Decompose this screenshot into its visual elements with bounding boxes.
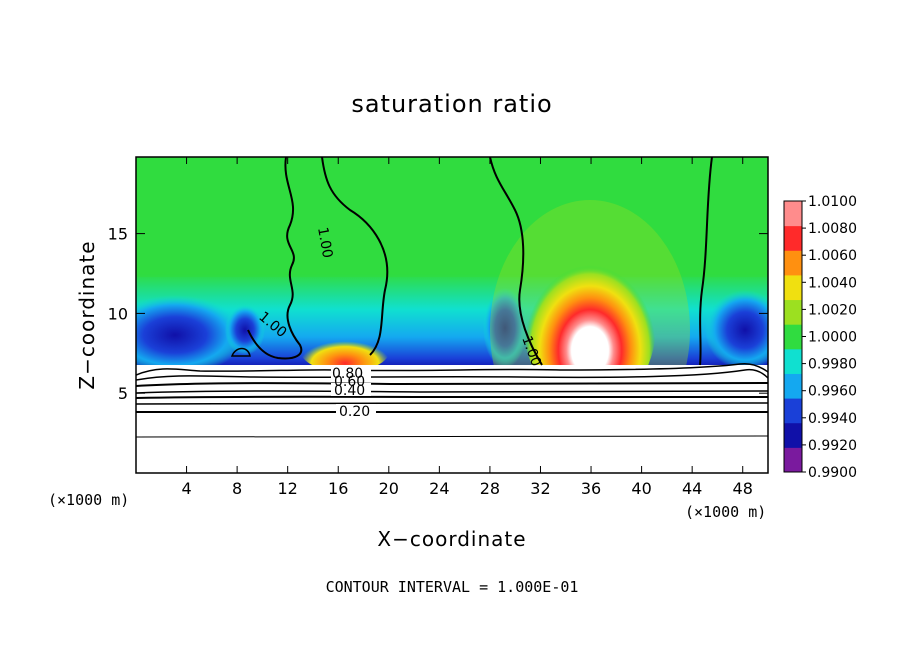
contour-label-1: 1.00 bbox=[314, 226, 335, 259]
contour-0.60 bbox=[136, 382, 768, 387]
contour-label-4: 0.80 bbox=[332, 366, 363, 382]
colorbar-label-1: 0.9920 bbox=[808, 438, 857, 454]
x-tick-label-3: 16 bbox=[328, 479, 348, 498]
colorbar-swatch-8 bbox=[784, 250, 802, 276]
y-tick-label-2: 15 bbox=[108, 225, 128, 244]
warm-cell-left bbox=[300, 328, 390, 372]
colorbar-label-10: 1.0100 bbox=[808, 194, 857, 210]
colorbar-swatch-4 bbox=[784, 348, 802, 374]
contour-0.30 bbox=[136, 402, 768, 405]
plot-area bbox=[136, 157, 768, 473]
x-tick-label-5: 24 bbox=[429, 479, 449, 498]
contour-1.00-a bbox=[247, 157, 303, 360]
blue-cell-far-right bbox=[705, 290, 768, 370]
colorbar-label-0: 0.9900 bbox=[808, 465, 857, 481]
colorbar-label-4: 0.9980 bbox=[808, 357, 857, 373]
colorbar: 0.9900 0.9920 0.9940 0.9960 0.9980 1.0000 1.00… bbox=[783, 194, 857, 481]
x-tick-label-6: 28 bbox=[480, 479, 500, 498]
contour-label-5: 0.60 bbox=[334, 374, 365, 390]
y-tick-label-0: 5 bbox=[118, 384, 128, 403]
colorbar-swatch-9 bbox=[784, 225, 802, 251]
x-tick-label-7: 32 bbox=[530, 479, 550, 498]
lower-white-region bbox=[136, 365, 768, 473]
contour-1.00-b bbox=[321, 157, 389, 356]
contour-label-7: 0.20 bbox=[339, 404, 370, 420]
colorbar-label-8: 1.0060 bbox=[808, 248, 857, 264]
x-tick-label-8: 36 bbox=[581, 479, 601, 498]
colorbar-label-9: 1.0080 bbox=[808, 221, 857, 237]
x-tick-label-1: 8 bbox=[232, 479, 242, 498]
contour-interval-note: CONTOUR INTERVAL = 1.000E-01 bbox=[326, 578, 579, 596]
contour-0.70 bbox=[136, 368, 768, 381]
colorbar-label-6: 1.0020 bbox=[808, 302, 857, 318]
x-tick-label-9: 40 bbox=[631, 479, 651, 498]
blue-cell-right bbox=[483, 288, 527, 368]
x-tick-label-4: 20 bbox=[379, 479, 399, 498]
colorbar-swatch-0 bbox=[784, 447, 802, 473]
contour-label-6: 0.40 bbox=[334, 383, 365, 399]
contour-1.00-c bbox=[489, 157, 543, 366]
colorbar-label-7: 1.0040 bbox=[808, 275, 857, 291]
x-axis-label: X−coordinate bbox=[377, 527, 526, 551]
contour-1.00-e bbox=[230, 347, 251, 357]
colorbar-label-3: 0.9960 bbox=[808, 384, 857, 400]
contour-0.10 bbox=[136, 435, 768, 438]
y-axis-label: Z−coordinate bbox=[75, 240, 99, 389]
x-tick-label-10: 44 bbox=[682, 479, 702, 498]
x-axis: 4 8 12 16 20 24 28 32 36 40 44 48 bbox=[181, 157, 753, 498]
colorbar-swatch-3 bbox=[784, 373, 802, 399]
x-tick-label-0: 4 bbox=[181, 479, 191, 498]
plot-frame bbox=[135, 156, 769, 474]
contour-0.80 bbox=[136, 362, 768, 376]
colorbar-label-2: 0.9940 bbox=[808, 411, 857, 427]
x-unit-left: (×1000 m) bbox=[48, 491, 129, 509]
contour-lines bbox=[136, 157, 768, 438]
chart-title: saturation ratio bbox=[351, 90, 552, 118]
contour-0.50 bbox=[136, 390, 768, 394]
y-axis: 5 10 15 bbox=[108, 225, 768, 403]
colorbar-swatch-7 bbox=[784, 274, 802, 301]
x-tick-label-11: 48 bbox=[733, 479, 753, 498]
blue-cell-left bbox=[136, 295, 245, 375]
upper-green-layer bbox=[136, 157, 768, 277]
x-tick-label-2: 12 bbox=[278, 479, 298, 498]
contour-0.40 bbox=[136, 395, 768, 399]
colorbar-swatch-2 bbox=[784, 398, 802, 424]
colorbar-swatch-10 bbox=[784, 201, 802, 227]
y-tick-label-1: 10 bbox=[108, 304, 128, 323]
colorbar-label-5: 1.0000 bbox=[808, 330, 857, 346]
x-unit-right: (×1000 m) bbox=[685, 503, 766, 521]
colorbar-swatch-5 bbox=[784, 324, 802, 350]
contour-1.00-d bbox=[699, 157, 713, 366]
colorbar-swatch-6 bbox=[784, 299, 802, 325]
colorbar-swatch-1 bbox=[784, 422, 802, 448]
